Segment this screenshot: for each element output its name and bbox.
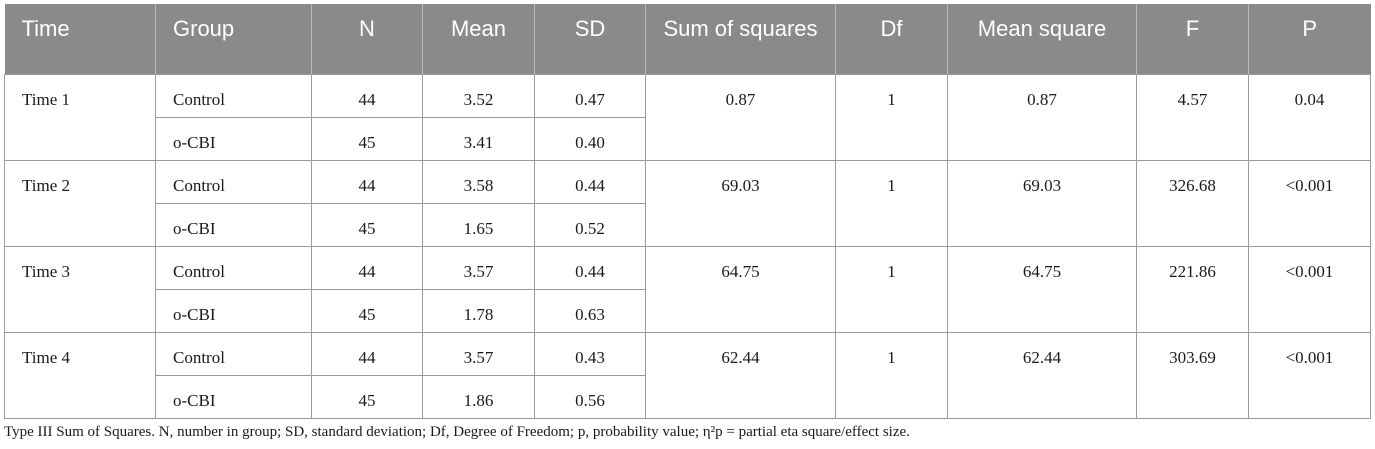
p-cell: <0.001 — [1248, 160, 1371, 247]
mean-square-cell: 0.87 — [947, 74, 1137, 161]
time-cell: Time 1 — [4, 74, 156, 161]
mean-square-cell: 64.75 — [947, 246, 1137, 333]
header-row: Time Group N Mean SD Sum of squares Df M… — [4, 4, 1371, 75]
time-cell: Time 3 — [4, 246, 156, 333]
header-mean: Mean — [422, 4, 535, 75]
header-time: Time — [4, 4, 156, 75]
p-cell: 0.04 — [1248, 74, 1371, 161]
table-footnote: Type III Sum of Squares. N, number in gr… — [4, 424, 910, 440]
sum-of-squares-cell: 0.87 — [645, 74, 836, 161]
table-row: o-CBI 45 1.86 0.56 — [5, 375, 1371, 419]
df-cell: 1 — [835, 246, 948, 333]
f-cell: 221.86 — [1136, 246, 1249, 333]
group-cell: o-CBI — [155, 203, 312, 247]
mean-cell: 3.57 — [422, 332, 535, 376]
sum-of-squares-cell: 64.75 — [645, 246, 836, 333]
table-header: Time Group N Mean SD Sum of squares Df M… — [4, 4, 1371, 75]
n-cell: 45 — [311, 375, 423, 419]
mean-cell: 3.41 — [422, 117, 535, 161]
df-cell: 1 — [835, 332, 948, 419]
mean-cell: 3.57 — [422, 246, 535, 290]
n-cell: 45 — [311, 117, 423, 161]
time-cell: Time 4 — [4, 332, 156, 419]
mean-cell: 3.52 — [422, 74, 535, 118]
anova-results-table: Time Group N Mean SD Sum of squares Df M… — [4, 4, 1371, 419]
time-cell: Time 2 — [4, 160, 156, 247]
mean-square-cell: 62.44 — [947, 332, 1137, 419]
header-sum-of-squares: Sum of squares — [645, 4, 836, 75]
group-cell: Control — [155, 74, 312, 118]
n-cell: 44 — [311, 332, 423, 376]
sd-cell: 0.63 — [534, 289, 646, 333]
table-body: Time 1 Control 44 3.52 0.47 0.87 1 0.87 … — [4, 74, 1371, 419]
mean-cell: 3.58 — [422, 160, 535, 204]
sd-cell: 0.47 — [534, 74, 646, 118]
f-cell: 303.69 — [1136, 332, 1249, 419]
header-sd: SD — [534, 4, 646, 75]
table-row: Time 4 Control 44 3.57 0.43 62.44 1 62.4… — [4, 332, 1371, 419]
group-cell: Control — [155, 246, 312, 290]
group-cell: o-CBI — [155, 117, 312, 161]
mean-cell: 1.65 — [422, 203, 535, 247]
df-cell: 1 — [835, 160, 948, 247]
sd-cell: 0.56 — [534, 375, 646, 419]
table-row: o-CBI 45 1.78 0.63 — [5, 289, 1371, 333]
p-cell: <0.001 — [1248, 246, 1371, 333]
mean-square-cell: 69.03 — [947, 160, 1137, 247]
table-row: Time 1 Control 44 3.52 0.47 0.87 1 0.87 … — [4, 74, 1371, 161]
table-row: o-CBI 45 3.41 0.40 — [5, 117, 1371, 161]
header-group: Group — [155, 4, 312, 75]
n-cell: 45 — [311, 289, 423, 333]
header-f: F — [1136, 4, 1249, 75]
sd-cell: 0.44 — [534, 246, 646, 290]
f-cell: 4.57 — [1136, 74, 1249, 161]
sd-cell: 0.43 — [534, 332, 646, 376]
f-cell: 326.68 — [1136, 160, 1249, 247]
df-cell: 1 — [835, 74, 948, 161]
sd-cell: 0.40 — [534, 117, 646, 161]
table-row: o-CBI 45 1.65 0.52 — [5, 203, 1371, 247]
header-p: P — [1248, 4, 1371, 75]
header-mean-square: Mean square — [947, 4, 1137, 75]
n-cell: 45 — [311, 203, 423, 247]
table-row: Time 2 Control 44 3.58 0.44 69.03 1 69.0… — [4, 160, 1371, 247]
n-cell: 44 — [311, 74, 423, 118]
n-cell: 44 — [311, 246, 423, 290]
group-cell: Control — [155, 160, 312, 204]
group-cell: o-CBI — [155, 375, 312, 419]
mean-cell: 1.86 — [422, 375, 535, 419]
header-n: N — [311, 4, 423, 75]
sd-cell: 0.52 — [534, 203, 646, 247]
mean-cell: 1.78 — [422, 289, 535, 333]
header-df: Df — [835, 4, 948, 75]
sd-cell: 0.44 — [534, 160, 646, 204]
sum-of-squares-cell: 69.03 — [645, 160, 836, 247]
table-row: Time 3 Control 44 3.57 0.44 64.75 1 64.7… — [4, 246, 1371, 333]
p-cell: <0.001 — [1248, 332, 1371, 419]
sum-of-squares-cell: 62.44 — [645, 332, 836, 419]
results-table-container: Time Group N Mean SD Sum of squares Df M… — [4, 4, 1371, 419]
group-cell: Control — [155, 332, 312, 376]
group-cell: o-CBI — [155, 289, 312, 333]
n-cell: 44 — [311, 160, 423, 204]
